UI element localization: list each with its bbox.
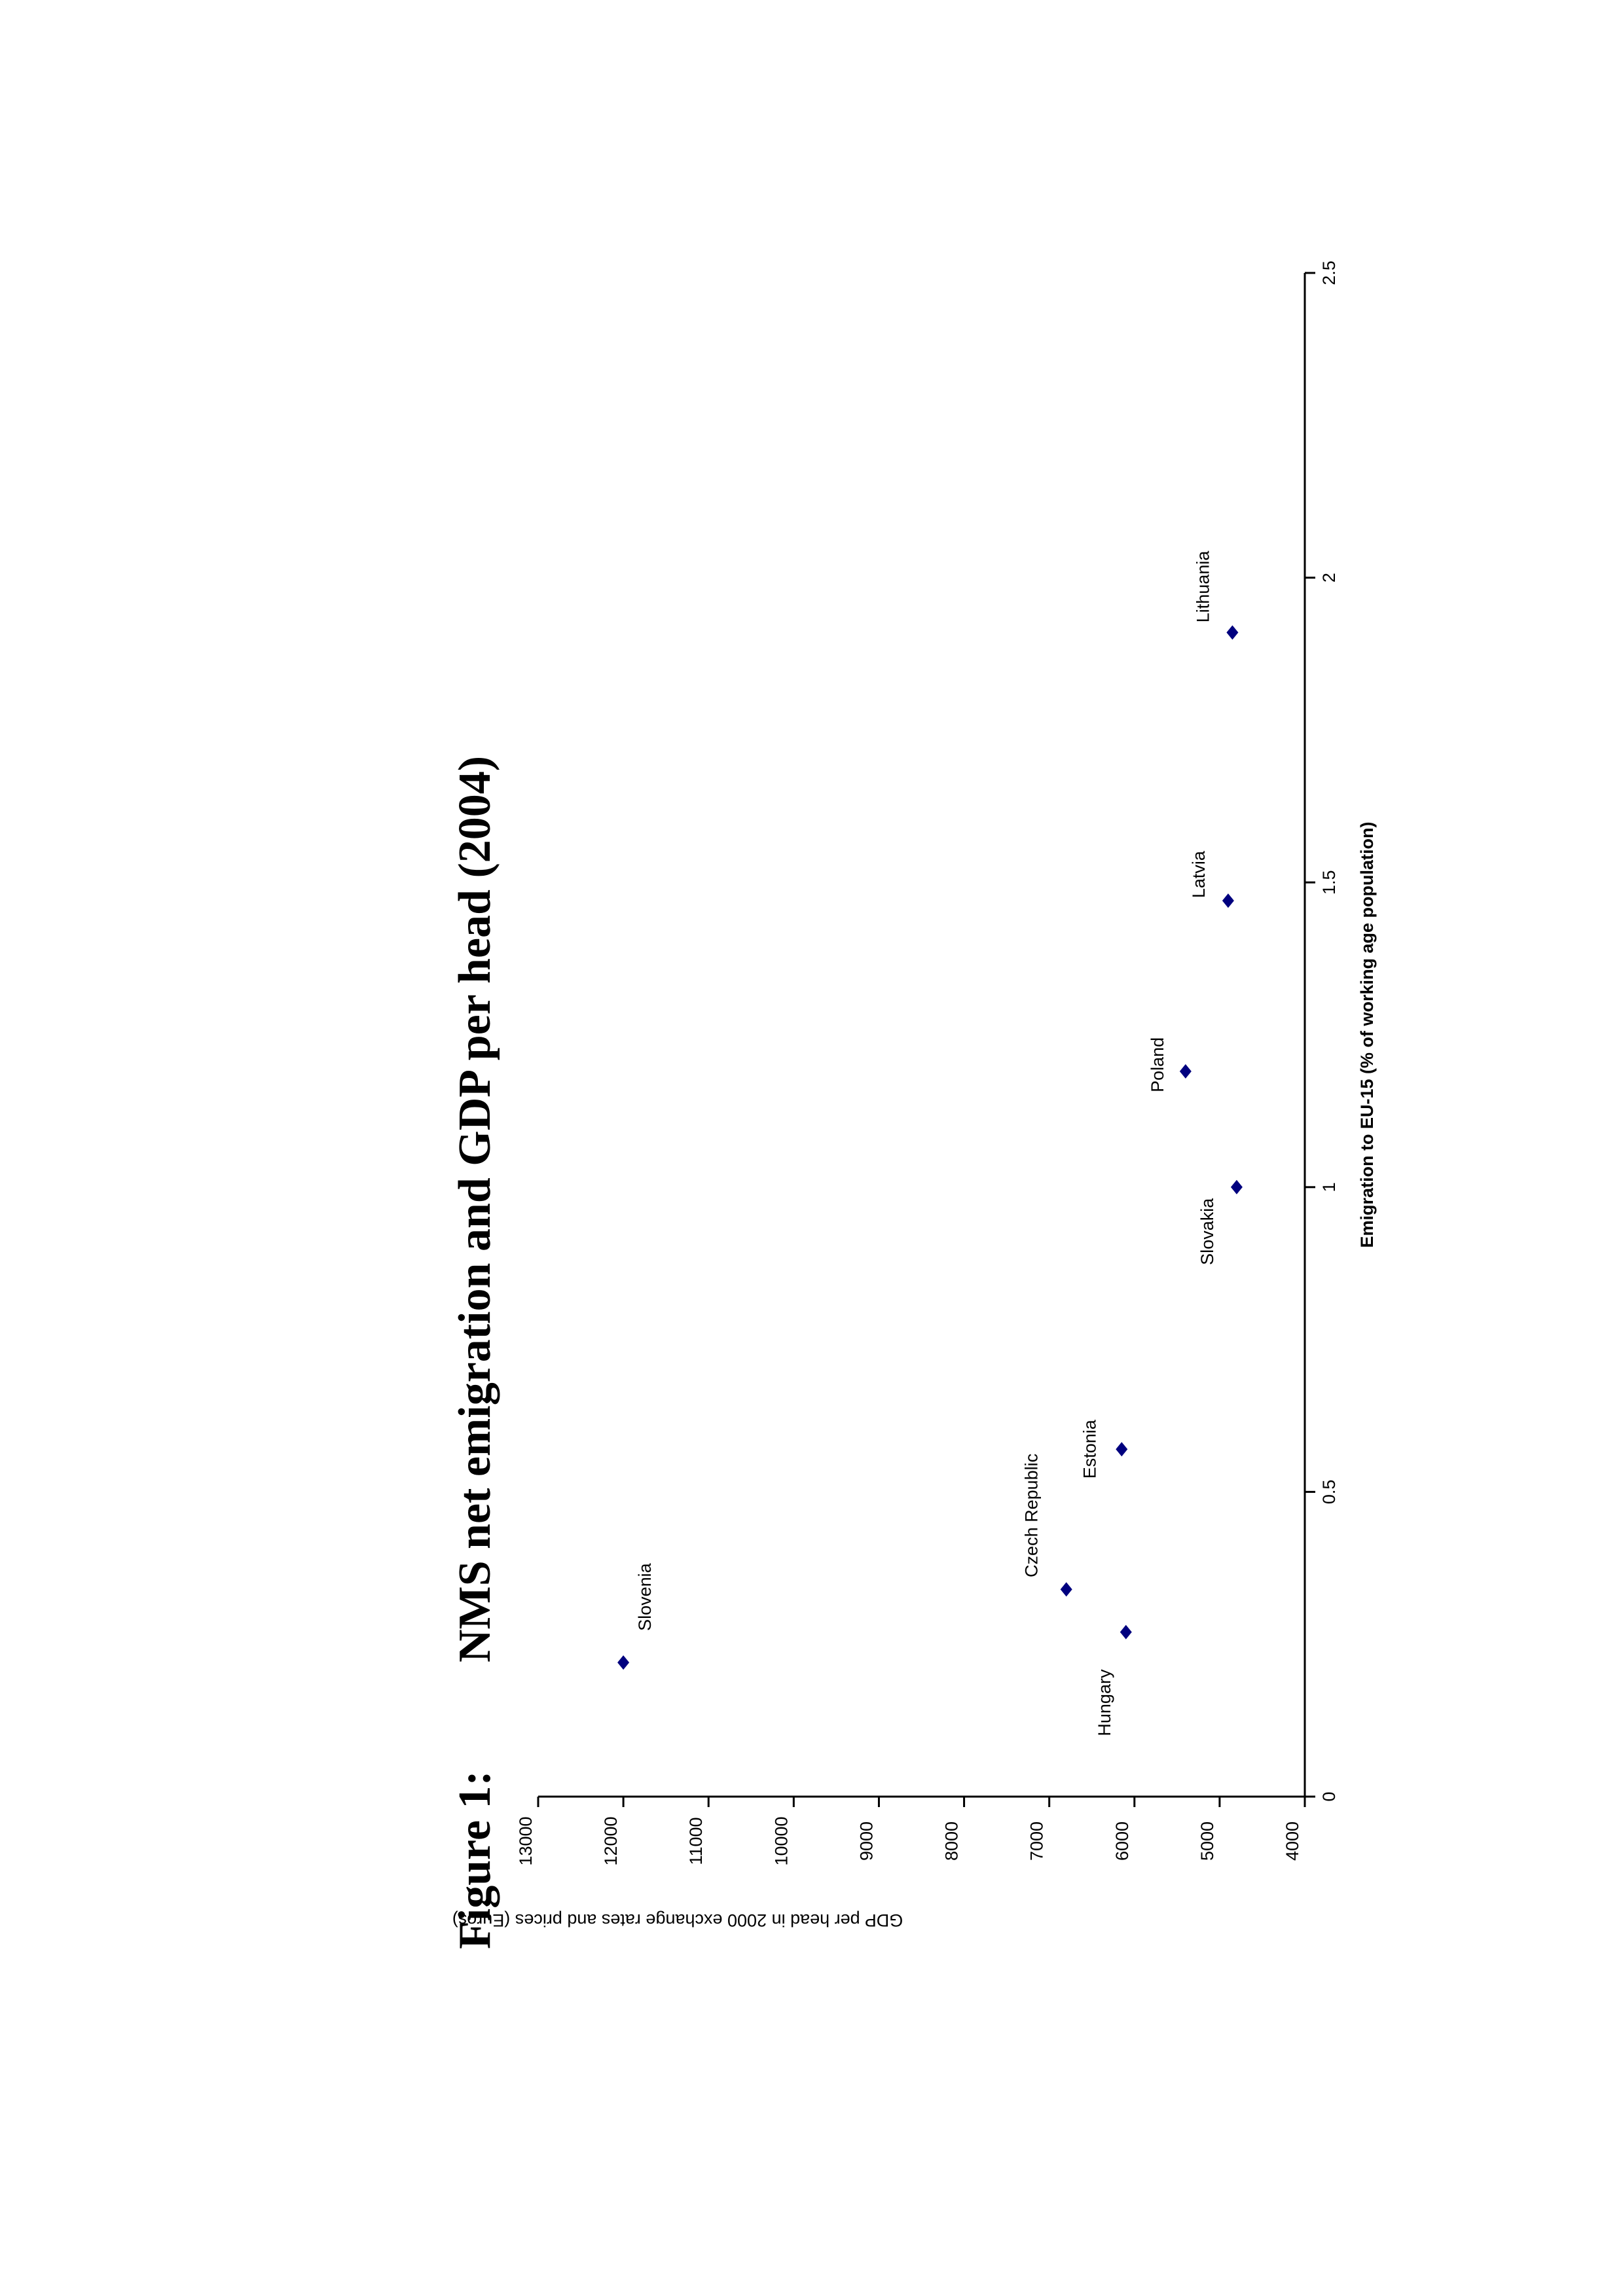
- x-tick-label: 0.5: [1319, 1480, 1339, 1505]
- figure-title: NMS net emigration and GDP per head (200…: [450, 756, 500, 1662]
- plot-area: 0 0.5 1 1.5 2 2.5 4000 5000 6000 7000 8000 9000 100…: [516, 260, 1339, 1865]
- data-point-slovakia: [1230, 1179, 1243, 1194]
- x-tick-label: 2.5: [1319, 260, 1339, 285]
- y-tick-label: 5000: [1197, 1821, 1217, 1861]
- data-point-estonia: [1116, 1442, 1128, 1457]
- figure-label: Figure 1:: [450, 1770, 500, 1949]
- data-point-labels: Slovenia Hungary Czech Republic Estonia Slov…: [635, 550, 1217, 1736]
- data-label-slovakia: Slovakia: [1197, 1198, 1217, 1265]
- data-points: [617, 625, 1243, 1670]
- x-axis-ticks: 0 0.5 1 1.5 2 2.5: [1305, 260, 1339, 1802]
- data-point-hungary: [1120, 1624, 1132, 1640]
- data-label-czech-republic: Czech Republic: [1022, 1454, 1042, 1577]
- data-point-poland: [1179, 1064, 1192, 1079]
- x-tick-label: 1: [1319, 1182, 1339, 1192]
- y-tick-label: 13000: [516, 1816, 536, 1865]
- x-axis-title: Emigration to EU-15 (% of working age po…: [1357, 821, 1377, 1247]
- data-point-lithuania: [1226, 625, 1239, 640]
- data-label-lithuania: Lithuania: [1193, 550, 1213, 623]
- data-label-slovenia: Slovenia: [635, 1562, 655, 1631]
- y-tick-label: 4000: [1283, 1821, 1302, 1861]
- y-axis-ticks: 4000 5000 6000 7000 8000 9000 10000 11000 12000 1…: [516, 1797, 1306, 1866]
- x-tick-label: 0: [1319, 1791, 1339, 1801]
- x-tick-label: 2: [1319, 573, 1339, 583]
- y-tick-label: 7000: [1027, 1821, 1047, 1861]
- y-axis-title: GDP per head in 2000 exchange rates and …: [452, 1910, 903, 1930]
- y-tick-label: 9000: [856, 1821, 876, 1861]
- data-label-latvia: Latvia: [1189, 850, 1209, 898]
- data-label-estonia: Estonia: [1080, 1419, 1099, 1479]
- x-tick-label: 1.5: [1319, 870, 1339, 895]
- data-point-latvia: [1222, 893, 1234, 908]
- data-label-poland: Poland: [1148, 1037, 1167, 1092]
- data-point-czech-republic: [1060, 1582, 1072, 1597]
- y-tick-label: 6000: [1112, 1821, 1132, 1861]
- y-tick-label: 10000: [771, 1816, 791, 1865]
- y-tick-label: 8000: [942, 1821, 962, 1861]
- data-label-hungary: Hungary: [1095, 1669, 1114, 1736]
- y-tick-label: 12000: [601, 1816, 621, 1865]
- y-tick-label: 11000: [686, 1817, 706, 1865]
- data-point-slovenia: [617, 1655, 630, 1670]
